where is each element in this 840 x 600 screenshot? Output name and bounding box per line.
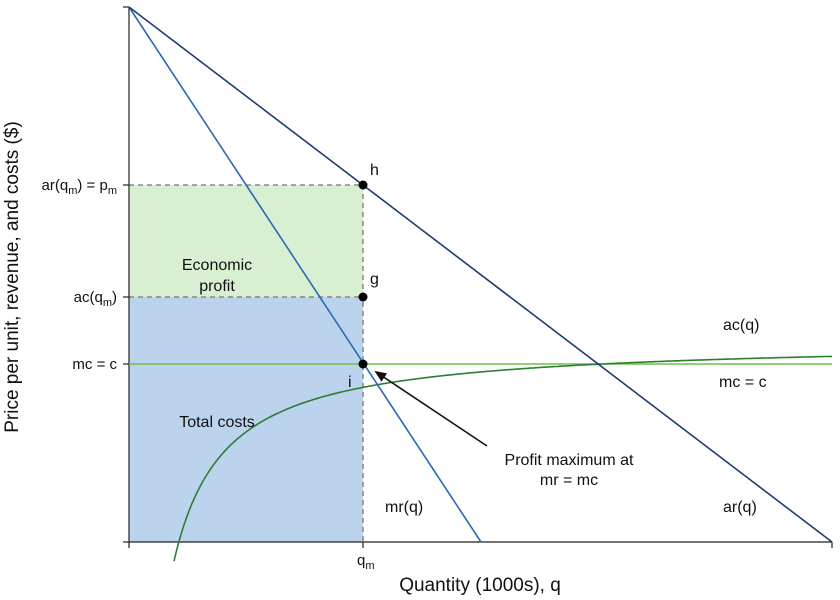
point-i: [358, 359, 368, 369]
ar-line: [128, 6, 833, 543]
y-axis-title: Price per unit, revenue, and costs ($): [2, 121, 23, 433]
point-g: [358, 292, 368, 302]
mr-curve-label: mr(q): [385, 499, 423, 516]
total-costs-label: Total costs: [179, 414, 255, 431]
point-h-label: h: [370, 162, 379, 179]
y-tick-label-mc: mc = c: [72, 356, 117, 373]
economic-profit-label-1: Economic: [182, 257, 252, 274]
ac-curve: [173, 355, 832, 562]
mc-curve-label: mc = c: [719, 374, 767, 391]
x-axis-title: Quantity (1000s), q: [399, 575, 561, 596]
economic-profit-label-2: profit: [199, 278, 235, 295]
annotation-arrow: [374, 370, 488, 447]
y-tick-label-ar-qm: ar(qm) = pm: [42, 177, 117, 197]
y-tick-label-ac-qm: ac(qm): [74, 289, 117, 309]
mr-line: [128, 6, 482, 543]
total-costs-region: [129, 297, 363, 542]
ar-curve-label: ar(q): [723, 499, 757, 516]
point-i-label: i: [348, 374, 352, 391]
point-h: [358, 180, 368, 190]
annotation-line1: Profit maximum at: [505, 452, 634, 469]
annotation-line2: mr = mc: [540, 472, 598, 489]
x-tick-label-qm: qm: [357, 552, 375, 572]
ac-curve-label: ac(q): [723, 317, 759, 334]
point-g-label: g: [370, 271, 379, 288]
economic-profit-region: [129, 185, 363, 297]
